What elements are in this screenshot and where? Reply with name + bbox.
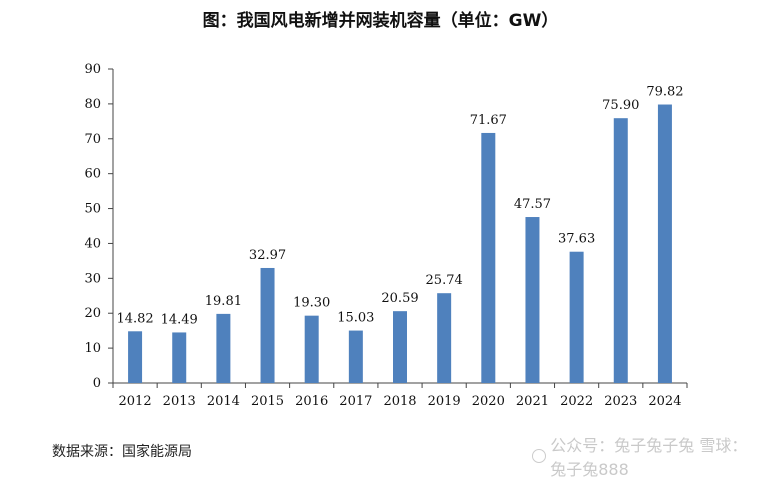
- bar: [657, 104, 672, 383]
- y-tick-label: 60: [84, 167, 101, 182]
- x-tick-label: 2020: [472, 394, 505, 409]
- x-tick-label: 2014: [207, 394, 240, 409]
- data-label: 20.59: [381, 291, 418, 306]
- x-tick-label: 2023: [604, 394, 637, 409]
- y-tick-label: 20: [84, 306, 101, 321]
- x-tick-label: 2017: [339, 394, 372, 409]
- bar: [437, 293, 452, 383]
- y-tick-label: 10: [84, 341, 101, 356]
- y-axis: 0 10 20 30 40 50 60 70 80 90: [84, 62, 114, 391]
- data-label: 71.67: [470, 113, 507, 128]
- data-label: 37.63: [558, 232, 595, 247]
- chart-title: 图：我国风电新增并网装机容量（单位：GW）: [202, 11, 559, 31]
- wechat-icon: [532, 449, 547, 463]
- x-axis: 2012 2013 2014 2015 2016 2017 2018 2019 2020 2021…: [112, 382, 688, 409]
- x-tick-label: 2013: [163, 394, 196, 409]
- data-label: 32.97: [249, 248, 286, 263]
- y-tick-label: 80: [84, 97, 101, 112]
- bar: [525, 217, 540, 383]
- y-tick-label: 50: [84, 202, 101, 217]
- x-tick-label: 2022: [560, 394, 593, 409]
- data-label: 75.90: [602, 98, 639, 113]
- data-label: 14.49: [161, 312, 198, 327]
- data-source-note: 数据来源：国家能源局: [52, 444, 192, 460]
- bar: [128, 331, 143, 383]
- bar: [481, 132, 496, 383]
- bar: [260, 267, 275, 383]
- bars: 14.82 14.49 19.81 32.97 19.30 15.03 20.59 25.74…: [116, 85, 684, 384]
- bar: [304, 315, 319, 383]
- data-label: 79.82: [646, 85, 683, 100]
- y-tick-label: 70: [84, 132, 101, 147]
- bar: [172, 332, 187, 383]
- x-tick-label: 2018: [383, 394, 416, 409]
- x-tick-label: 2012: [119, 394, 152, 409]
- bar: [216, 313, 231, 383]
- y-tick-label: 0: [93, 376, 101, 391]
- data-label: 14.82: [116, 311, 153, 326]
- x-tick-label: 2024: [648, 394, 681, 409]
- bar: [393, 311, 407, 383]
- bar: [569, 251, 584, 383]
- x-tick-label: 2016: [295, 394, 328, 409]
- data-label: 15.03: [337, 311, 374, 326]
- bar: [613, 118, 628, 384]
- data-label: 25.74: [426, 273, 463, 288]
- y-tick-label: 90: [84, 62, 101, 77]
- bar: [348, 330, 363, 383]
- data-label: 19.81: [205, 294, 242, 309]
- x-tick-label: 2021: [516, 394, 549, 409]
- data-label: 19.30: [293, 296, 330, 311]
- y-tick-label: 40: [84, 236, 101, 251]
- data-label: 47.57: [514, 197, 551, 212]
- x-tick-label: 2019: [428, 394, 461, 409]
- y-tick-label: 30: [84, 271, 101, 286]
- x-tick-label: 2015: [251, 394, 284, 409]
